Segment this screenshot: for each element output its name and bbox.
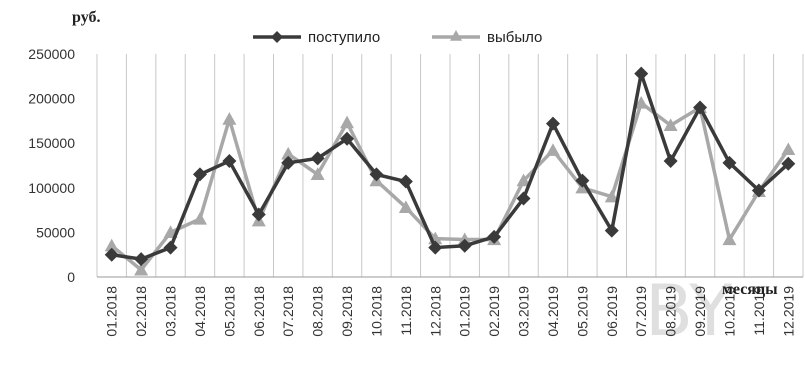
data-point-diamond xyxy=(281,155,296,170)
y-tick-label: 0 xyxy=(67,269,75,285)
data-point-triangle xyxy=(663,118,678,131)
data-point-diamond xyxy=(604,223,619,238)
data-point-diamond xyxy=(693,100,708,115)
y-axis-ticks: 0 50000 100000 150000 200000 250000 xyxy=(28,46,75,285)
data-point-triangle xyxy=(516,173,531,187)
data-point-diamond xyxy=(516,191,531,206)
data-point-triangle xyxy=(545,143,560,156)
data-point-diamond xyxy=(781,156,796,171)
series-group xyxy=(104,66,796,276)
x-tick-label: 10.2018 xyxy=(368,286,384,337)
legend-label: поступило xyxy=(308,29,380,46)
x-tick-label: 08.2019 xyxy=(663,286,679,337)
watermark-graphic: BY xyxy=(645,275,732,352)
x-tick-label: 04.2018 xyxy=(192,286,208,337)
x-tick-label: 04.2019 xyxy=(545,286,561,337)
x-tick-label: 11.2019 xyxy=(751,286,767,336)
data-point-diamond xyxy=(722,155,737,170)
y-axis-label: руб. xyxy=(72,9,100,26)
x-tick-label: 11.2018 xyxy=(398,286,414,336)
y-tick-label: 250000 xyxy=(28,46,75,62)
data-point-triangle xyxy=(450,30,462,41)
svg-text:BY: BY xyxy=(645,275,732,352)
data-point-diamond xyxy=(663,154,678,169)
data-point-triangle xyxy=(281,146,296,160)
data-point-triangle xyxy=(634,96,649,109)
data-point-triangle xyxy=(722,232,737,246)
series-line xyxy=(111,71,790,261)
data-point-diamond xyxy=(457,238,472,253)
grid xyxy=(96,54,804,278)
data-point-diamond xyxy=(428,240,443,255)
data-point-diamond xyxy=(134,252,149,267)
x-tick-label: 07.2019 xyxy=(633,286,649,337)
y-tick-label: 100000 xyxy=(28,180,75,196)
y-tick-label: 150000 xyxy=(28,135,75,151)
data-point-diamond xyxy=(251,207,266,222)
data-point-triangle xyxy=(134,262,149,276)
data-point-diamond xyxy=(163,240,178,255)
data-point-triangle xyxy=(222,112,237,125)
x-tick-label: 07.2018 xyxy=(280,286,296,337)
data-point-triangle xyxy=(604,189,619,203)
data-point-diamond xyxy=(634,66,649,81)
legend-entry: выбыло xyxy=(432,29,542,46)
data-point-diamond xyxy=(487,229,502,244)
x-tick-label: 06.2019 xyxy=(604,286,620,337)
series-postupilo xyxy=(104,66,796,267)
x-tick-label: 03.2019 xyxy=(516,286,532,337)
legend-entry: поступило xyxy=(253,29,380,46)
data-point-diamond xyxy=(369,167,384,182)
x-tick-label: 08.2018 xyxy=(310,286,326,337)
x-tick-label: 05.2019 xyxy=(574,286,590,337)
x-tick-label: 06.2018 xyxy=(251,286,267,337)
y-tick-label: 200000 xyxy=(28,91,75,107)
x-tick-label: 12.2018 xyxy=(427,286,443,337)
x-tick-label: 09.2019 xyxy=(692,286,708,337)
data-point-diamond xyxy=(104,247,119,262)
data-point-diamond xyxy=(545,116,560,131)
data-point-diamond xyxy=(575,173,590,188)
data-point-diamond xyxy=(192,167,207,182)
data-point-diamond xyxy=(751,183,766,198)
y-tick-label: 50000 xyxy=(36,224,75,240)
legend: поступило выбыло xyxy=(253,29,542,46)
data-point-diamond xyxy=(271,31,283,43)
legend-label: выбыло xyxy=(487,29,542,46)
data-point-diamond xyxy=(340,131,355,146)
data-point-triangle xyxy=(192,212,207,225)
data-point-triangle xyxy=(104,238,119,252)
x-tick-label: 09.2018 xyxy=(339,286,355,337)
x-axis-label: месяцы xyxy=(722,281,778,298)
x-tick-label: 02.2019 xyxy=(486,286,502,337)
x-tick-label: 01.2019 xyxy=(457,286,473,337)
data-point-triangle xyxy=(398,200,413,214)
data-point-diamond xyxy=(222,154,237,169)
x-tick-label: 02.2018 xyxy=(133,286,149,337)
series-line xyxy=(110,101,790,272)
x-tick-label: 10.2019 xyxy=(721,286,737,337)
data-point-triangle xyxy=(781,142,796,156)
x-tick-label: 03.2018 xyxy=(163,286,179,337)
data-point-diamond xyxy=(398,174,413,189)
x-tick-label: 05.2018 xyxy=(221,286,237,337)
data-point-diamond xyxy=(310,151,325,166)
x-tick-label: 01.2018 xyxy=(104,286,120,337)
x-axis-ticks: 01.2018 02.2018 03.2018 04.2018 05.2018 06.20… xyxy=(104,286,797,337)
data-point-triangle xyxy=(310,167,325,181)
data-point-triangle xyxy=(340,115,355,129)
x-tick-label: 12.2019 xyxy=(780,286,796,337)
